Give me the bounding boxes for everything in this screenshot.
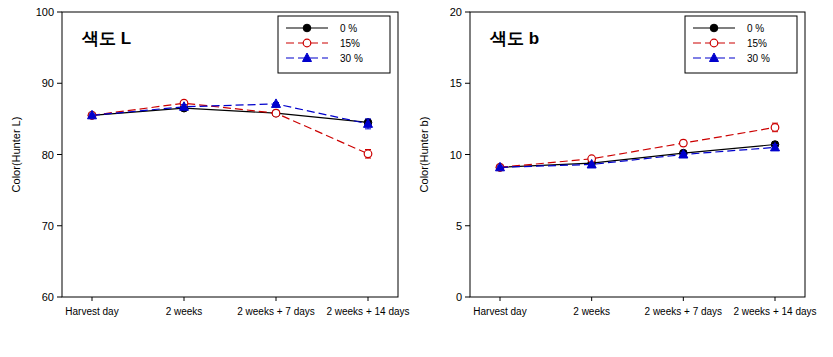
y-tick	[465, 297, 470, 298]
y-tick-label: 70	[42, 220, 54, 232]
legend-label: 30 %	[340, 53, 363, 64]
legend-label: 30 %	[747, 53, 770, 64]
series	[496, 142, 780, 170]
y-tick	[57, 225, 62, 226]
x-tick	[775, 297, 776, 301]
error-bar	[680, 140, 686, 146]
legend-label: 15%	[340, 38, 360, 49]
legend-label: 15%	[747, 38, 767, 49]
marker	[364, 150, 372, 158]
x-tick-label: 2 weeks + 7 days	[237, 306, 315, 317]
y-tick	[465, 154, 470, 155]
plot-frame	[470, 12, 805, 297]
marker	[710, 39, 718, 47]
x-tick-label: Harvest day	[65, 306, 118, 317]
x-tick	[184, 297, 185, 301]
y-tick	[57, 154, 62, 155]
x-tick	[276, 297, 277, 301]
x-tick	[591, 297, 592, 301]
y-tick-label: 5	[456, 220, 462, 232]
series	[496, 123, 779, 171]
marker	[710, 53, 719, 62]
error-cap	[365, 128, 371, 129]
chart: 60 70 80 90 100 Color(Hunter L) Harvest day 2 w…	[10, 6, 410, 317]
marker	[303, 39, 311, 47]
legend-label: 0 %	[747, 23, 764, 34]
plot-frame	[62, 12, 398, 297]
marker	[771, 124, 779, 132]
data-area	[88, 99, 373, 158]
y-tick	[57, 83, 62, 84]
series-line	[500, 127, 775, 167]
series	[88, 99, 373, 129]
x-tick-label: 2 weeks + 14 days	[326, 306, 409, 317]
x-tick	[500, 297, 501, 301]
y-tick-label: 80	[42, 149, 54, 161]
y-tick-label: 20	[450, 6, 462, 18]
title: 색도 L	[81, 29, 131, 48]
marker	[272, 99, 281, 108]
y-tick	[465, 83, 470, 84]
data-area	[496, 123, 780, 171]
x-tick-label: 2 weeks	[573, 306, 610, 317]
title: 색도 b	[489, 29, 539, 48]
chart: 0 5 10 15 20 Color(Hunter b) Harvest day 2 week…	[418, 6, 817, 317]
marker	[710, 24, 718, 32]
marker	[496, 162, 505, 171]
x-tick	[92, 297, 93, 301]
series-line	[500, 147, 775, 167]
y-tick-label: 60	[42, 291, 54, 303]
marker	[303, 53, 312, 62]
marker	[587, 159, 596, 168]
legend: 0 % 15% 30 %	[278, 16, 390, 73]
marker	[88, 110, 97, 119]
x-tick-label: 2 weeks	[166, 306, 203, 317]
y-tick	[57, 297, 62, 298]
y-tick	[465, 12, 470, 13]
marker	[679, 150, 688, 159]
y-axis-label: Color(Hunter b)	[418, 117, 430, 193]
legend: 0 % 15% 30 %	[685, 16, 797, 73]
marker	[303, 24, 311, 32]
marker	[180, 102, 189, 111]
y-tick-label: 100	[36, 6, 54, 18]
x-tick	[368, 297, 369, 301]
marker	[680, 139, 688, 147]
series	[88, 99, 372, 158]
x-tick	[683, 297, 684, 301]
marker	[771, 142, 780, 151]
marker	[272, 109, 280, 117]
y-tick	[465, 225, 470, 226]
error-bar	[365, 150, 371, 159]
y-tick-label: 90	[42, 77, 54, 89]
legend-box	[685, 16, 797, 73]
legend-box	[278, 16, 390, 73]
x-tick-label: 2 weeks + 14 days	[733, 306, 816, 317]
series-line	[92, 103, 368, 154]
y-tick	[57, 12, 62, 13]
y-tick-label: 0	[456, 291, 462, 303]
series-line	[92, 104, 368, 124]
y-tick-label: 15	[450, 77, 462, 89]
y-tick-label: 10	[450, 149, 462, 161]
y-axis-label: Color(Hunter L)	[10, 117, 22, 193]
marker	[364, 119, 373, 128]
legend-label: 0 %	[340, 23, 357, 34]
marker	[272, 109, 280, 117]
figure: 60708090100Color(Hunter L)Harvest day2 w…	[0, 0, 833, 357]
x-tick-label: Harvest day	[473, 306, 526, 317]
series	[496, 141, 779, 171]
x-tick-label: 2 weeks + 7 days	[645, 306, 723, 317]
error-bar	[772, 123, 778, 132]
